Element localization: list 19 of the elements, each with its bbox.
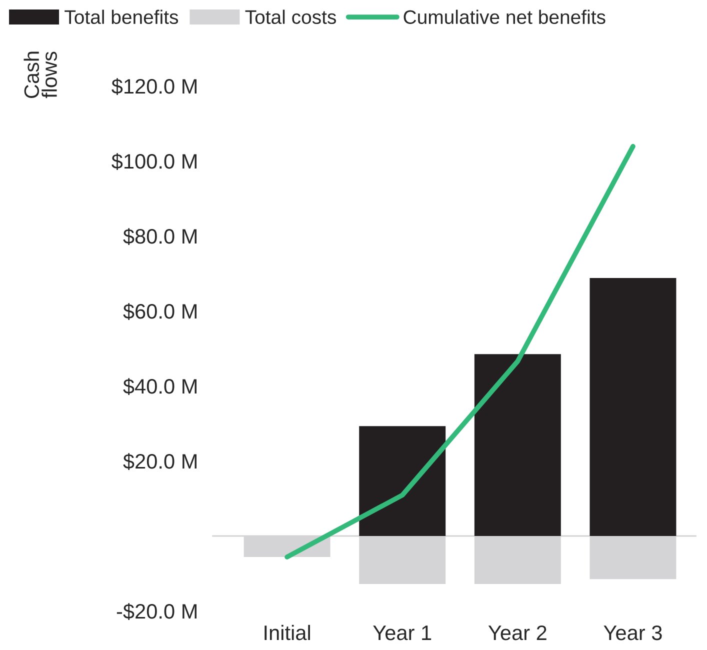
bar <box>590 278 676 536</box>
legend-label: Total costs <box>245 10 336 24</box>
x-tick-label: Initial <box>264 624 310 640</box>
y-tick-label: $60.0 M <box>123 303 197 320</box>
x-tick-label: Year 3 <box>604 625 662 640</box>
y-tick-label: $120.0 M <box>112 78 197 95</box>
y-tick-label: $100.0 M <box>112 153 197 170</box>
legend-label: Cumulative net benefits <box>404 10 606 24</box>
y-axis-title: Cash flows <box>24 52 57 98</box>
line-series <box>284 144 636 560</box>
bar <box>359 426 446 536</box>
bar <box>474 354 561 536</box>
x-tick-label: Year 2 <box>488 625 546 640</box>
y-tick-label: $40.0 M <box>123 378 197 395</box>
y-tick-label: -$20.0 M <box>116 603 197 620</box>
y-tick-label: $20.0 M <box>123 453 197 470</box>
y-tick-label: $80.0 M <box>123 228 197 245</box>
legend-label: Total benefits <box>64 10 178 24</box>
x-tick-label: Year 1 <box>373 626 432 640</box>
